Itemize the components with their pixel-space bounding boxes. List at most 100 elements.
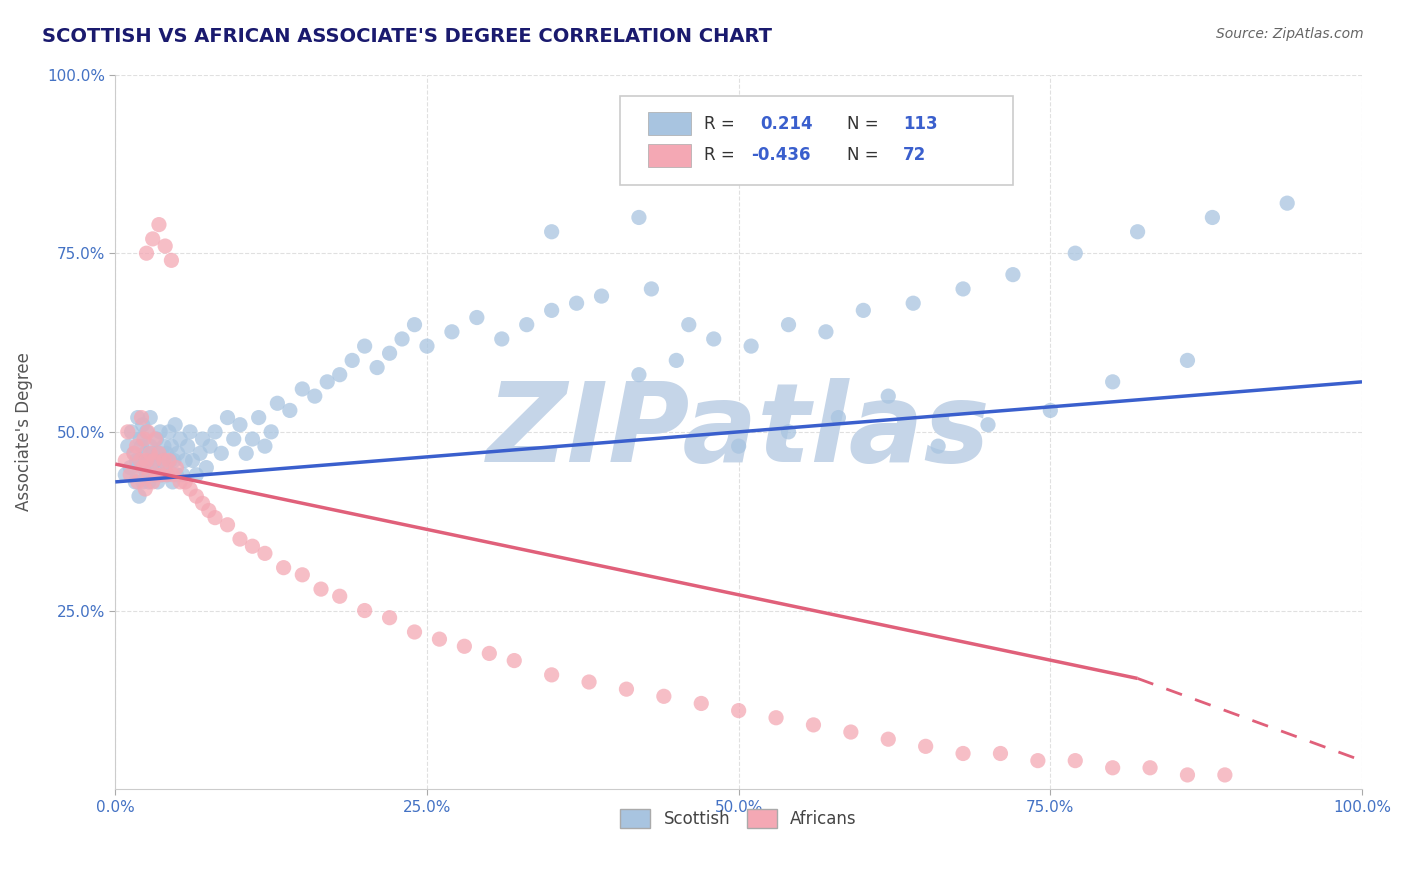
Point (977, 417, 1000, 432)
Point (129, 453, 152, 467)
Point (136, 425, 159, 439)
Point (404, 625, 426, 640)
Point (727, 704, 749, 718)
Point (229, 532, 252, 546)
Point (703, 332, 725, 346)
Point (150, 467, 173, 482)
Point (260, 425, 283, 439)
Point (188, 446, 211, 460)
Text: 0.214: 0.214 (759, 115, 813, 133)
Point (273, 560, 295, 574)
Point (217, 410, 239, 425)
Point (478, 647, 501, 661)
Point (578, 675, 600, 690)
Point (242, 432, 264, 446)
Point (291, 567, 314, 582)
Point (114, 467, 136, 482)
Point (1101, 375, 1123, 389)
Point (191, 496, 214, 510)
Point (135, 467, 157, 482)
Point (429, 632, 451, 647)
Point (378, 346, 401, 360)
Point (440, 325, 463, 339)
Point (309, 582, 332, 596)
Point (146, 475, 169, 489)
Point (1064, 246, 1087, 260)
Point (627, 368, 650, 382)
Point (901, 296, 924, 310)
Point (132, 460, 155, 475)
Point (316, 375, 339, 389)
Point (134, 446, 156, 460)
Point (247, 410, 270, 425)
Point (1001, 268, 1024, 282)
Bar (648, 144, 692, 167)
Point (353, 339, 375, 353)
Text: N =: N = (848, 146, 884, 164)
Text: N =: N = (848, 115, 884, 133)
FancyBboxPatch shape (620, 96, 1012, 186)
Point (135, 246, 157, 260)
Point (491, 332, 513, 346)
Point (143, 453, 166, 467)
Point (453, 640, 475, 654)
Point (172, 467, 194, 482)
Point (366, 360, 388, 375)
Point (156, 467, 179, 482)
Point (165, 417, 187, 432)
Text: 113: 113 (903, 115, 938, 133)
Point (132, 417, 155, 432)
Point (278, 403, 301, 417)
Text: Source: ZipAtlas.com: Source: ZipAtlas.com (1216, 27, 1364, 41)
Point (150, 467, 173, 482)
Point (179, 482, 201, 496)
Point (124, 475, 146, 489)
Y-axis label: Associate's Degree: Associate's Degree (15, 352, 32, 511)
Point (174, 453, 197, 467)
Point (135, 453, 157, 467)
Text: -0.436: -0.436 (751, 146, 811, 164)
Point (128, 489, 150, 503)
Point (765, 711, 787, 725)
Point (391, 332, 413, 346)
Point (139, 439, 162, 453)
Point (678, 318, 700, 332)
Point (169, 432, 191, 446)
Point (141, 460, 163, 475)
Point (165, 460, 187, 475)
Point (591, 289, 613, 303)
Point (114, 453, 136, 467)
Point (120, 467, 142, 482)
Text: R =: R = (704, 115, 740, 133)
Point (152, 453, 174, 467)
Point (143, 432, 166, 446)
Point (304, 389, 326, 403)
Point (1064, 754, 1087, 768)
Point (1026, 754, 1049, 768)
Point (404, 318, 426, 332)
Point (540, 668, 562, 682)
Point (142, 446, 165, 460)
Point (125, 453, 148, 467)
Point (155, 446, 177, 460)
Text: 72: 72 (903, 146, 927, 164)
Point (209, 446, 232, 460)
Point (291, 382, 314, 396)
Point (139, 446, 162, 460)
Point (229, 417, 252, 432)
Point (952, 747, 974, 761)
Point (640, 282, 662, 296)
Point (117, 425, 139, 439)
Point (142, 475, 165, 489)
Point (132, 460, 155, 475)
Point (153, 239, 176, 253)
Point (266, 396, 288, 410)
Point (465, 310, 488, 325)
Point (503, 654, 526, 668)
Point (1126, 225, 1149, 239)
Legend: Scottish, Africans: Scottish, Africans (613, 802, 863, 835)
Point (181, 453, 204, 467)
Point (155, 467, 177, 482)
Point (148, 446, 170, 460)
Point (616, 682, 638, 697)
